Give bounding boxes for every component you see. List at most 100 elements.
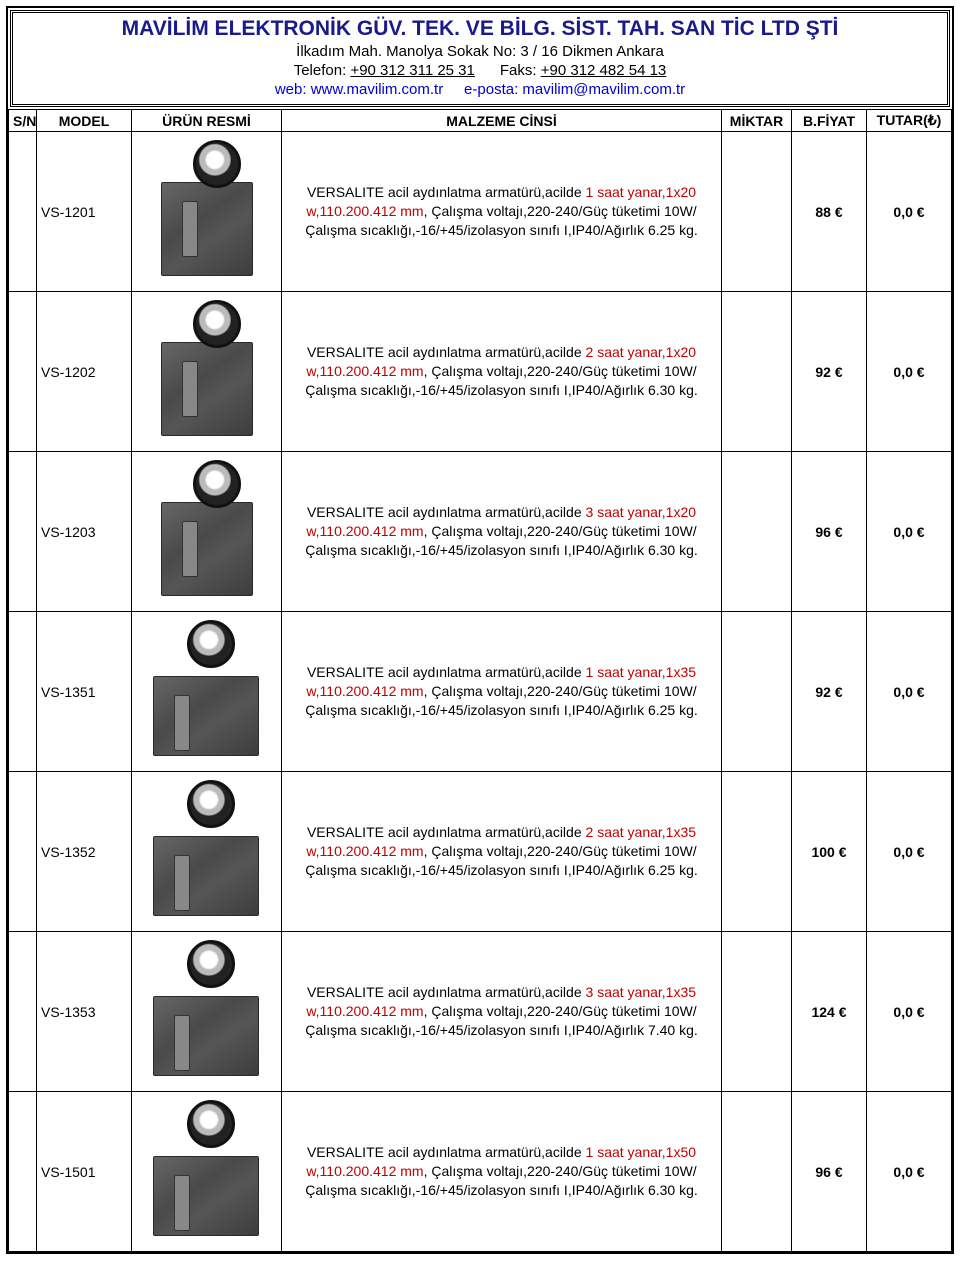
product-box-icon: [153, 836, 259, 916]
cell-price: 92 €: [792, 612, 867, 772]
cell-qty: [722, 932, 792, 1092]
company-name: MAVİLİM ELEKTRONİK GÜV. TEK. VE BİLG. Sİ…: [21, 17, 939, 41]
cell-model: VS-1203: [37, 452, 132, 612]
cell-desc: VERSALITE acil aydınlatma armatürü,acild…: [282, 132, 722, 292]
cell-price: 96 €: [792, 452, 867, 612]
web-link[interactable]: www.mavilim.com.tr: [311, 81, 444, 98]
col-total: TUTAR(₺): [867, 110, 952, 132]
cell-desc: VERSALITE acil aydınlatma armatürü,acild…: [282, 612, 722, 772]
cell-qty: [722, 612, 792, 772]
product-panel-icon: [174, 855, 190, 911]
product-icon: [147, 940, 267, 1080]
product-box-icon: [153, 996, 259, 1076]
product-icon: [147, 140, 267, 280]
product-lamp-icon: [187, 940, 235, 988]
col-qty: MİKTAR: [722, 110, 792, 132]
cell-image: [132, 932, 282, 1092]
cell-model: VS-1201: [37, 132, 132, 292]
cell-model: VS-1352: [37, 772, 132, 932]
cell-price: 124 €: [792, 932, 867, 1092]
cell-desc: VERSALITE acil aydınlatma armatürü,acild…: [282, 1092, 722, 1252]
table-row: VS-1353VERSALITE acil aydınlatma armatür…: [9, 932, 952, 1092]
product-panel-icon: [182, 201, 198, 257]
company-header: MAVİLİM ELEKTRONİK GÜV. TEK. VE BİLG. Sİ…: [10, 10, 950, 107]
table-header-row: S/N MODEL ÜRÜN RESMİ MALZEME CİNSİ MİKTA…: [9, 110, 952, 132]
cell-total: 0,0 €: [867, 1092, 952, 1252]
product-lamp-icon: [187, 620, 235, 668]
company-address: İlkadım Mah. Manolya Sokak No: 3 / 16 Di…: [21, 43, 939, 60]
product-icon: [147, 1100, 267, 1240]
email-link[interactable]: mavilim@mavilim.com.tr: [522, 81, 685, 98]
page-frame: MAVİLİM ELEKTRONİK GÜV. TEK. VE BİLG. Sİ…: [6, 6, 954, 1254]
desc-pre: VERSALITE acil aydınlatma armatürü,acild…: [307, 1144, 582, 1160]
cell-price: 88 €: [792, 132, 867, 292]
desc-pre: VERSALITE acil aydınlatma armatürü,acild…: [307, 504, 582, 520]
tel-value: +90 312 311 25 31: [350, 62, 474, 79]
col-desc: MALZEME CİNSİ: [282, 110, 722, 132]
product-lamp-icon: [187, 1100, 235, 1148]
cell-desc: VERSALITE acil aydınlatma armatürü,acild…: [282, 292, 722, 452]
cell-qty: [722, 132, 792, 292]
desc-pre: VERSALITE acil aydınlatma armatürü,acild…: [307, 344, 582, 360]
cell-model: VS-1202: [37, 292, 132, 452]
fax-label: Faks:: [500, 62, 541, 79]
fax-value: +90 312 482 54 13: [541, 62, 667, 79]
cell-image: [132, 1092, 282, 1252]
cell-qty: [722, 1092, 792, 1252]
cell-total: 0,0 €: [867, 452, 952, 612]
cell-image: [132, 772, 282, 932]
cell-qty: [722, 292, 792, 452]
cell-price: 92 €: [792, 292, 867, 452]
table-row: VS-1501 VERSALITE acil aydınlatma armatür…: [9, 1092, 952, 1252]
desc-pre: VERSALITE acil aydınlatma armatürü,acild…: [307, 664, 582, 680]
table-row: VS-1202 VERSALITE acil aydınlatma armatür…: [9, 292, 952, 452]
company-web-line: web: www.mavilim.com.tr e-posta: mavilim…: [21, 81, 939, 98]
product-lamp-icon: [187, 780, 235, 828]
cell-sn: [9, 1092, 37, 1252]
product-icon: [147, 300, 267, 440]
col-model: MODEL: [37, 110, 132, 132]
web-label: web:: [275, 81, 311, 98]
cell-sn: [9, 612, 37, 772]
cell-total: 0,0 €: [867, 132, 952, 292]
col-sn: S/N: [9, 110, 37, 132]
col-price: B.FİYAT: [792, 110, 867, 132]
email-label: e-posta:: [464, 81, 522, 98]
cell-desc: VERSALITE acil aydınlatma armatürü,acild…: [282, 452, 722, 612]
product-table: S/N MODEL ÜRÜN RESMİ MALZEME CİNSİ MİKTA…: [8, 109, 952, 1252]
cell-image: [132, 452, 282, 612]
cell-qty: [722, 452, 792, 612]
product-lamp-icon: [193, 300, 241, 348]
cell-qty: [722, 772, 792, 932]
table-body: VS-1201 VERSALITE acil aydınlatma armatür…: [9, 132, 952, 1252]
product-lamp-icon: [193, 460, 241, 508]
cell-sn: [9, 932, 37, 1092]
cell-sn: [9, 452, 37, 612]
product-icon: [147, 620, 267, 760]
product-panel-icon: [174, 1015, 190, 1071]
product-box-icon: [161, 502, 253, 596]
cell-image: [132, 292, 282, 452]
cell-total: 0,0 €: [867, 772, 952, 932]
cell-sn: [9, 132, 37, 292]
table-row: VS-1203 VERSALITE acil aydınlatma armatür…: [9, 452, 952, 612]
table-row: VS-1351 VERSALITE acil aydınlatma armatür…: [9, 612, 952, 772]
tel-label: Telefon:: [294, 62, 351, 79]
product-panel-icon: [182, 521, 198, 577]
table-row: VS-1352 VERSALITE acil aydınlatma armatür…: [9, 772, 952, 932]
cell-model: VS-1351: [37, 612, 132, 772]
cell-image: [132, 132, 282, 292]
product-box-icon: [153, 1156, 259, 1236]
cell-price: 100 €: [792, 772, 867, 932]
cell-total: 0,0 €: [867, 932, 952, 1092]
desc-pre: VERSALITE acil aydınlatma armatürü,acild…: [307, 984, 582, 1000]
product-box-icon: [161, 182, 253, 276]
product-box-icon: [161, 342, 253, 436]
cell-model: VS-1501: [37, 1092, 132, 1252]
cell-sn: [9, 292, 37, 452]
product-panel-icon: [182, 361, 198, 417]
product-icon: [147, 780, 267, 920]
cell-image: [132, 612, 282, 772]
cell-desc: VERSALITE acil aydınlatma armatürü,acild…: [282, 772, 722, 932]
product-icon: [147, 460, 267, 600]
